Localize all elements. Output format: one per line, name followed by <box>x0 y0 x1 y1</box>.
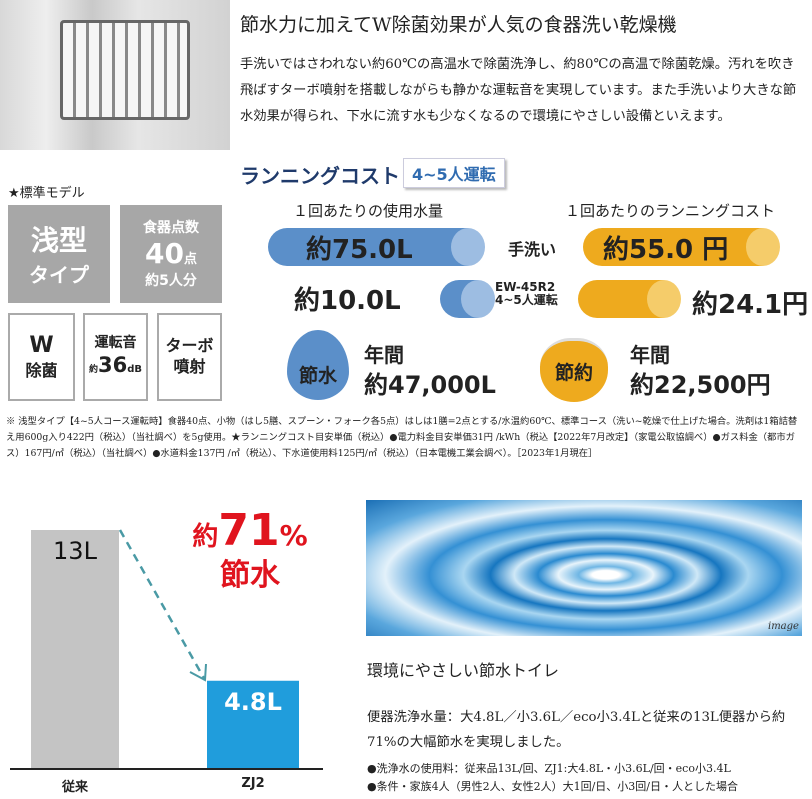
toilet-body: 便器洗浄水量：大4.8L／小3.6L／eco小3.4Lと従来の13L便器から約7… <box>367 710 786 750</box>
bar-cap <box>746 228 780 266</box>
save-water-icon-text: 節水 <box>298 365 337 387</box>
dishes-badge: 食器点数 40点 約5人分 <box>120 205 222 303</box>
bar-cap <box>647 280 681 318</box>
annual-cost-value: 約22,500円 <box>630 371 771 399</box>
running-cost-badge: 4~5人運転 <box>403 158 505 188</box>
trend-arrow <box>118 529 207 681</box>
noise-prefix: 約 <box>88 365 98 376</box>
annual-cost-label: 年間 <box>630 343 670 367</box>
type-main: 浅型 <box>30 224 87 257</box>
model-sub: 4~5人運転 <box>495 293 558 307</box>
toilet-note-1: ●洗浄水の使用料：従来品13L/回、ZJ1:大4.8L・小3.6L/回・eco小… <box>367 762 731 775</box>
purse-icon: 節約 <box>540 338 608 402</box>
running-cost-title: ランニングコスト <box>240 164 400 188</box>
cost-header: １回あたりのランニングコスト <box>565 202 776 220</box>
annual-water-label: 年間 <box>364 343 404 367</box>
model-cost-bar <box>578 280 681 318</box>
water-header: １回あたりの使用水量 <box>293 202 444 220</box>
hand-water-bar: 約75.0L <box>268 228 485 266</box>
hand-wash-label: 手洗い <box>508 240 557 259</box>
bar-0 <box>31 530 119 769</box>
annotation-sub: 節水 <box>220 558 280 593</box>
w-main: W <box>29 333 54 359</box>
dish-rack <box>60 20 190 120</box>
arrow-head-icon <box>189 663 207 682</box>
turbo-sub: 噴射 <box>173 357 206 376</box>
bar-label-zj2: 4.8L <box>224 688 282 716</box>
type-sub: タイプ <box>29 263 89 287</box>
intro-text: 手洗いではさわれない約60℃の高温水で除菌洗浄し、約80℃の高温で除菌乾燥。汚れ… <box>240 57 797 124</box>
noise-badge: 運転音約36dB <box>83 313 148 401</box>
dishwasher-photo <box>0 0 230 150</box>
dishes-unit: 点 <box>183 252 197 267</box>
savings-annotation: 約71% 節水 <box>180 505 320 594</box>
annotation-value: 71 <box>218 505 280 556</box>
noise-num: 36 <box>98 353 128 378</box>
dishes-title: 食器点数 <box>143 220 199 236</box>
toilet-note-2: ●条件・家族4人（男性2人、女性2人）大1回/日、小3回/日・人とした場合 <box>367 780 739 793</box>
annotation-prefix: 約 <box>192 522 219 552</box>
water-drop-icon: 節水 <box>287 330 349 400</box>
model-cost-value: 約24.1円 <box>692 290 809 320</box>
type-badge: 浅型 タイプ <box>8 205 110 303</box>
w-sterilize-badge: W 除菌 <box>8 313 75 401</box>
model-label: EW-45R2 4~5人運転 <box>495 281 558 307</box>
annual-water-value: 約47,000L <box>364 371 496 399</box>
turbo-main: ターボ <box>165 336 214 356</box>
noise-title: 運転音 <box>94 335 137 352</box>
dishes-people: 約5人分 <box>145 273 197 289</box>
bar-label-conventional: 13L <box>53 537 97 565</box>
category-zj2: ZJ2 <box>241 776 265 791</box>
bar-cap <box>461 280 495 318</box>
hand-cost-bar: 約55.0 円 <box>583 228 780 266</box>
model-water-value: 約10.0L <box>294 286 401 316</box>
water-usage-chart <box>10 529 323 770</box>
water-swirl-image <box>366 500 802 636</box>
model-water-bar <box>440 280 495 318</box>
page-title: 節水力に加えてW除菌効果が人気の食器洗い乾燥機 <box>240 14 677 36</box>
annotation-unit: % <box>279 519 308 552</box>
category-conventional: 従来 <box>61 780 88 795</box>
turbo-badge: ターボ 噴射 <box>157 313 222 401</box>
noise-unit: dB <box>127 364 143 376</box>
save-cost-icon-text: 節約 <box>554 362 593 384</box>
dishes-num: 40 <box>145 237 184 270</box>
standard-model-label: ★標準モデル <box>8 186 85 201</box>
annual-cost: 年間約22,500円 <box>630 340 771 400</box>
annual-water: 年間約47,000L <box>364 340 496 400</box>
w-sub: 除菌 <box>25 360 58 380</box>
bar-cap <box>451 228 485 266</box>
model-name: EW-45R2 <box>495 280 556 294</box>
hand-water-value: 約75.0L <box>306 234 413 265</box>
image-caption: image <box>768 621 799 632</box>
hand-cost-value: 約55.0 円 <box>603 234 729 265</box>
footnote: ※ 浅型タイプ【4~5人コース運転時】食器40点、小物（はし5膳、スプーン・フォ… <box>6 416 798 459</box>
toilet-title: 環境にやさしい節水トイレ <box>367 661 560 680</box>
bar-1 <box>207 680 299 769</box>
